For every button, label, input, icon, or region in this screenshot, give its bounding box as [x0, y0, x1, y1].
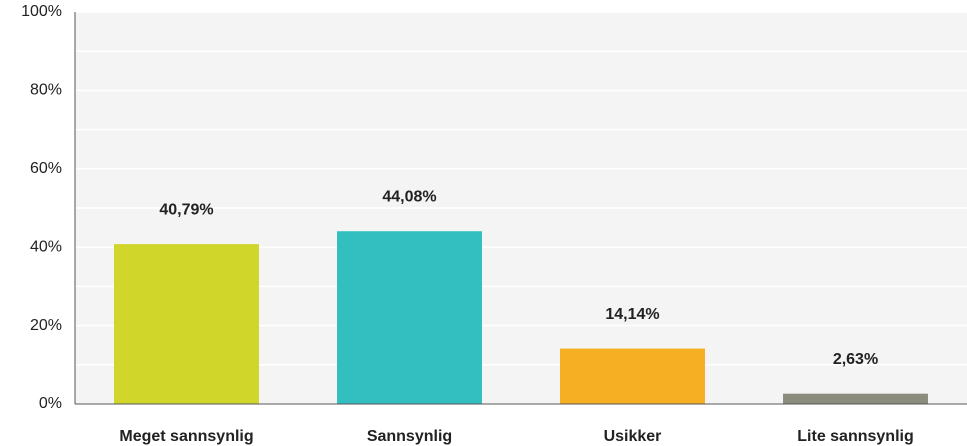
bar	[114, 244, 259, 404]
x-tick-label: Sannsynlig	[367, 428, 452, 445]
y-tick-label: 20%	[30, 317, 62, 334]
x-tick-label: Usikker	[604, 428, 662, 445]
data-label: 44,08%	[382, 188, 436, 205]
y-tick-label: 0%	[39, 395, 62, 412]
bar	[337, 231, 482, 404]
y-tick-label: 80%	[30, 82, 62, 99]
x-tick-label: Meget sannsynlig	[119, 428, 253, 445]
x-tick-label: Lite sannsynlig	[797, 428, 913, 445]
data-label: 40,79%	[159, 201, 213, 218]
data-label: 14,14%	[605, 306, 659, 323]
y-tick-label: 100%	[21, 3, 62, 20]
bar	[560, 348, 705, 404]
data-label: 2,63%	[833, 351, 878, 368]
y-tick-label: 60%	[30, 160, 62, 177]
y-tick-label: 40%	[30, 238, 62, 255]
bar	[783, 393, 928, 404]
